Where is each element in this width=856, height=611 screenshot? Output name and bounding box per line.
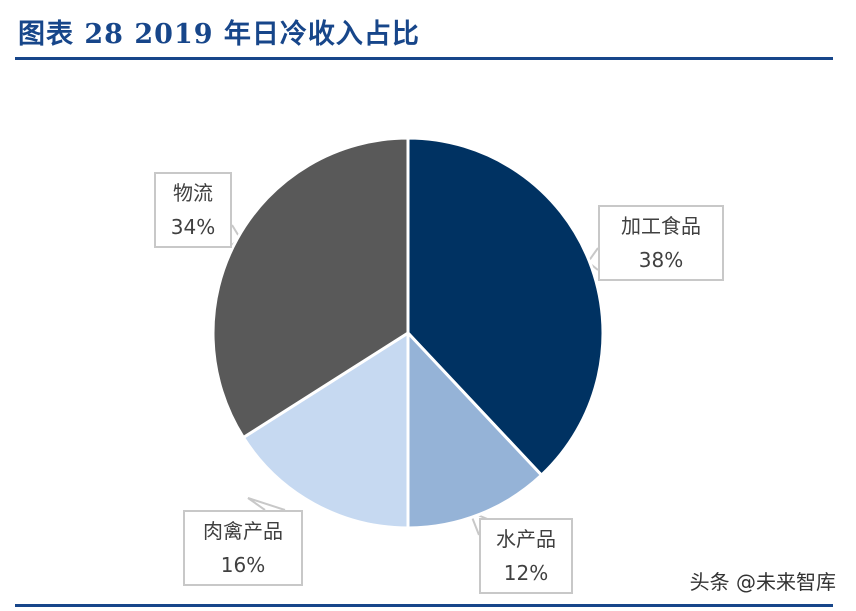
data-label-meat-poultry: 肉禽产品 16% (183, 510, 303, 586)
pie-slice-1 (406, 329, 544, 530)
chart-title: 图表 28 2019 年日冷收入占比 (18, 19, 420, 50)
watermark: 头条 @未来智库 (689, 570, 836, 594)
data-label-aquatic: 水产品 12% (479, 518, 573, 594)
slice-value: 38% (638, 248, 684, 272)
title-divider (15, 57, 833, 60)
slice-label: 肉禽产品 (203, 519, 283, 543)
data-label-logistics: 物流 34% (154, 172, 232, 248)
pie-slice-3 (211, 136, 410, 440)
bottom-divider (15, 604, 833, 607)
slice-value: 12% (503, 561, 549, 585)
slice-value: 16% (220, 553, 266, 577)
slice-label: 物流 (173, 181, 213, 205)
pie-slice-2 (241, 330, 410, 530)
slice-value: 34% (170, 215, 216, 239)
slice-label: 水产品 (496, 527, 556, 551)
label-leader-2 (247, 497, 286, 511)
data-label-processed-food: 加工食品 38% (598, 205, 724, 281)
slice-label: 加工食品 (621, 214, 701, 238)
pie-slice-0 (406, 136, 605, 478)
